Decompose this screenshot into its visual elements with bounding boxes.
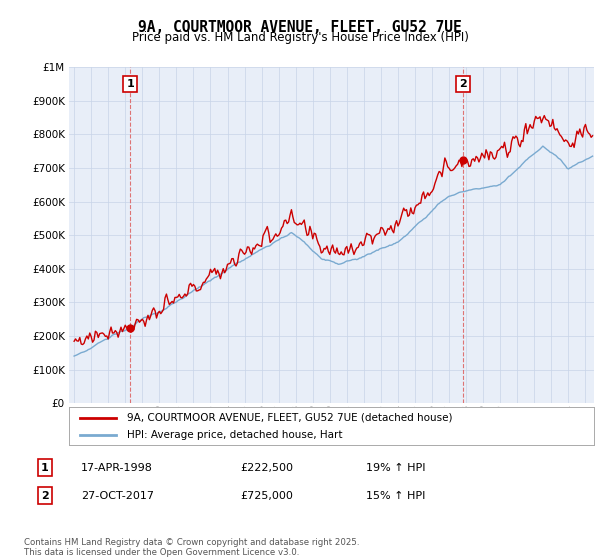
Text: HPI: Average price, detached house, Hart: HPI: Average price, detached house, Hart — [127, 430, 342, 440]
Text: £725,000: £725,000 — [240, 491, 293, 501]
Text: 2: 2 — [41, 491, 49, 501]
Text: 1: 1 — [41, 463, 49, 473]
Text: 2: 2 — [459, 79, 467, 89]
Text: 9A, COURTMOOR AVENUE, FLEET, GU52 7UE: 9A, COURTMOOR AVENUE, FLEET, GU52 7UE — [138, 20, 462, 35]
Text: 1: 1 — [127, 79, 134, 89]
Text: £222,500: £222,500 — [240, 463, 293, 473]
Text: Contains HM Land Registry data © Crown copyright and database right 2025.
This d: Contains HM Land Registry data © Crown c… — [24, 538, 359, 557]
Text: 27-OCT-2017: 27-OCT-2017 — [81, 491, 154, 501]
Text: 19% ↑ HPI: 19% ↑ HPI — [366, 463, 425, 473]
Text: 17-APR-1998: 17-APR-1998 — [81, 463, 153, 473]
Text: Price paid vs. HM Land Registry's House Price Index (HPI): Price paid vs. HM Land Registry's House … — [131, 31, 469, 44]
Text: 15% ↑ HPI: 15% ↑ HPI — [366, 491, 425, 501]
Text: 9A, COURTMOOR AVENUE, FLEET, GU52 7UE (detached house): 9A, COURTMOOR AVENUE, FLEET, GU52 7UE (d… — [127, 413, 452, 423]
